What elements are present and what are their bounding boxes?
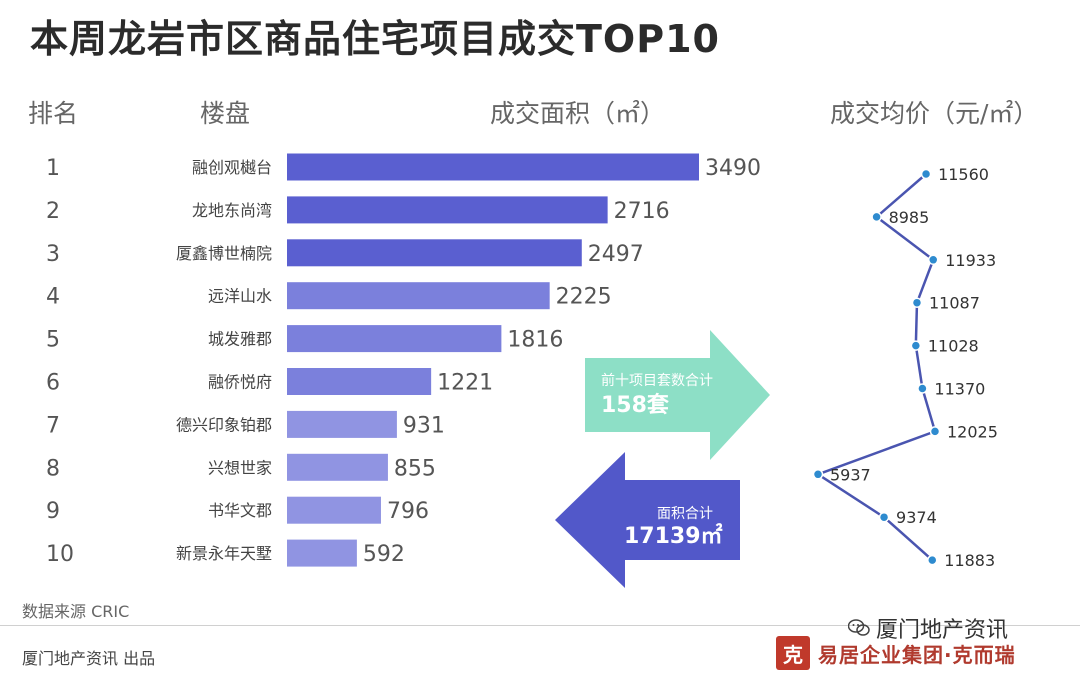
area-value-label: 855 xyxy=(394,456,436,481)
area-bar xyxy=(287,282,550,310)
area-total-arrow xyxy=(555,452,740,588)
rank-label: 7 xyxy=(46,413,60,438)
project-name: 书华文郡 xyxy=(208,501,272,520)
bars-layer: 1 融创观樾台 3490 2 龙地东尚湾 2716 3 厦鑫博世楠院 2497 4 远洋山水 2225… xyxy=(46,153,761,567)
rank-label: 9 xyxy=(46,499,60,524)
price-point xyxy=(910,340,922,351)
price-point xyxy=(871,211,882,223)
summary-arrows: 前十项目套数合计 158套 面积合计 17139㎡ xyxy=(555,330,770,588)
rank-label: 5 xyxy=(46,328,60,353)
wechat-name: 厦门地产资讯 xyxy=(876,618,1009,643)
rank-label: 3 xyxy=(46,242,60,267)
rank-label: 6 xyxy=(46,371,60,396)
project-name: 德兴印象铂郡 xyxy=(176,415,272,434)
area-value-label: 2497 xyxy=(588,242,644,267)
area-value-label: 796 xyxy=(387,499,429,524)
price-point xyxy=(911,297,923,308)
chart-canvas: 前十项目套数合计 158套 面积合计 17139㎡ 1 融创观樾台 3490 2 龙地东… xyxy=(46,153,998,588)
area-total-label: 面积合计 xyxy=(657,506,713,522)
project-name: 新景永年天墅 xyxy=(176,544,272,563)
area-value-label: 2716 xyxy=(614,199,670,224)
rank-label: 4 xyxy=(46,285,60,310)
wechat-account: 厦门地产资讯 xyxy=(848,612,1008,644)
price-value-label: 11087 xyxy=(929,294,980,313)
area-total-value: 17139㎡ xyxy=(624,523,723,549)
wechat-icon xyxy=(848,619,870,636)
price-point xyxy=(917,383,928,394)
producer-credit: 厦门地产资讯 出品 xyxy=(22,649,156,668)
area-bar xyxy=(287,196,608,224)
price-value-label: 11370 xyxy=(934,380,985,399)
footer-divider xyxy=(0,625,1080,626)
units-total-arrow xyxy=(585,330,770,460)
units-total-value: 158套 xyxy=(601,392,669,418)
brand-mark: 克 易居企业集团·克而瑞 xyxy=(776,636,1016,670)
area-value-label: 1221 xyxy=(437,371,493,396)
price-value-label: 11560 xyxy=(938,165,989,184)
project-name: 远洋山水 xyxy=(208,287,272,306)
rank-label: 1 xyxy=(46,156,60,181)
price-point xyxy=(927,554,938,566)
price-point xyxy=(920,168,932,180)
area-value-label: 2225 xyxy=(556,285,612,310)
area-value-label: 931 xyxy=(403,413,445,438)
area-bar xyxy=(287,410,397,438)
project-name: 城发雅郡 xyxy=(208,330,272,349)
area-bar xyxy=(287,539,357,567)
area-bar xyxy=(287,453,388,481)
price-value-label: 12025 xyxy=(947,422,998,441)
area-bar xyxy=(287,239,582,267)
area-value-label: 1816 xyxy=(507,328,563,353)
price-value-label: 11028 xyxy=(928,337,979,356)
rank-label: 10 xyxy=(46,542,74,567)
area-bar xyxy=(287,496,381,524)
rank-label: 8 xyxy=(46,456,60,481)
project-header: 楼盘 xyxy=(200,99,251,128)
price-point xyxy=(929,426,941,437)
area-header: 成交面积（㎡） xyxy=(490,99,666,128)
project-name: 厦鑫博世楠院 xyxy=(176,244,272,263)
area-value-label: 592 xyxy=(363,542,405,567)
project-name: 融侨悦府 xyxy=(208,373,272,392)
chart-title: 本周龙岩市区商品住宅项目成交TOP10 xyxy=(30,17,720,61)
price-point xyxy=(878,511,890,523)
price-value-label: 11883 xyxy=(944,551,995,570)
price-point xyxy=(927,254,939,266)
units-total-label: 前十项目套数合计 xyxy=(601,372,713,389)
price-value-label: 11933 xyxy=(945,251,996,270)
rank-header: 排名 xyxy=(28,99,79,128)
area-value-label: 3490 xyxy=(705,156,761,181)
project-name: 兴想世家 xyxy=(208,458,272,477)
area-bar xyxy=(287,153,699,181)
price-line-layer: 11560 8985 11933 11087 11028 11370 12025 5937 93… xyxy=(812,165,998,570)
price-point xyxy=(812,469,824,480)
price-header: 成交均价（元/㎡） xyxy=(830,99,1039,128)
area-bar xyxy=(287,325,502,353)
project-name: 龙地东尚湾 xyxy=(192,201,272,220)
price-line xyxy=(815,173,937,562)
data-source: 数据来源 CRIC xyxy=(22,602,130,621)
price-value-label: 9374 xyxy=(896,508,937,527)
price-value-label: 8985 xyxy=(889,208,930,227)
brand-text: 易居企业集团·克而瑞 xyxy=(818,642,1016,667)
price-value-label: 5937 xyxy=(830,465,871,484)
brand-logo: 克 xyxy=(776,636,810,670)
rank-label: 2 xyxy=(46,199,60,224)
area-bar xyxy=(287,368,432,395)
project-name: 融创观樾台 xyxy=(192,158,272,177)
